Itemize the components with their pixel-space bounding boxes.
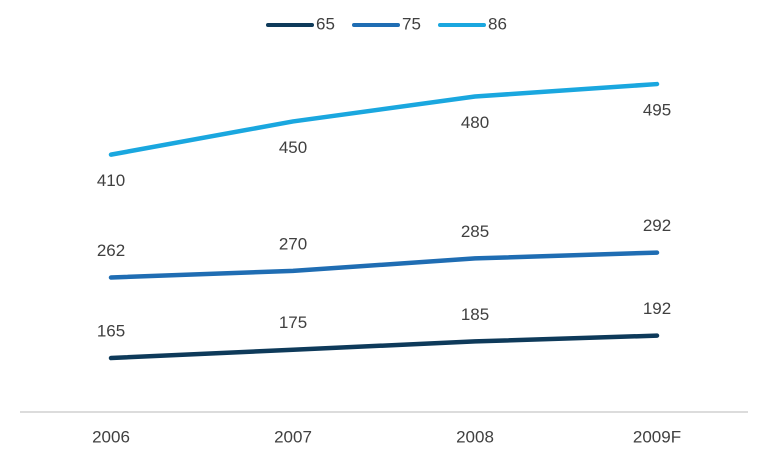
- legend-label: 86: [488, 14, 507, 33]
- data-label: 192: [643, 299, 671, 318]
- data-label: 410: [97, 171, 125, 190]
- data-label: 175: [279, 313, 307, 332]
- line-series: [108, 250, 660, 280]
- data-label: 285: [461, 222, 489, 241]
- data-label: 262: [97, 241, 125, 260]
- legend-label: 65: [316, 14, 335, 33]
- data-label: 185: [461, 305, 489, 324]
- x-tick-label: 2008: [456, 427, 494, 446]
- x-tick-label: 2009F: [633, 427, 681, 446]
- line-series: [108, 333, 660, 361]
- data-label: 450: [279, 138, 307, 157]
- data-label: 480: [461, 113, 489, 132]
- data-label: 292: [643, 216, 671, 235]
- line-series: [108, 81, 660, 157]
- data-label: 270: [279, 234, 307, 253]
- x-tick-label: 2006: [92, 427, 130, 446]
- legend-label: 75: [402, 14, 421, 33]
- x-tick-label: 2007: [274, 427, 312, 446]
- data-label: 495: [643, 101, 671, 120]
- data-label: 165: [97, 322, 125, 341]
